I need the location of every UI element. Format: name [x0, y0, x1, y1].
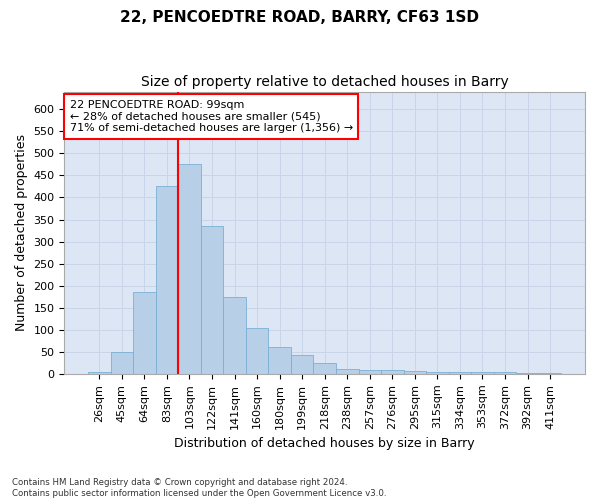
Bar: [110, 352, 133, 374]
Title: Size of property relative to detached houses in Barry: Size of property relative to detached ho…: [141, 75, 509, 89]
Bar: [404, 372, 426, 374]
Bar: [449, 372, 471, 374]
Bar: [268, 348, 291, 374]
Text: 22 PENCOEDTRE ROAD: 99sqm
← 28% of detached houses are smaller (545)
71% of semi: 22 PENCOEDTRE ROAD: 99sqm ← 28% of detac…: [70, 100, 353, 133]
Bar: [336, 369, 359, 374]
Bar: [155, 186, 178, 374]
Bar: [426, 372, 449, 374]
Bar: [88, 372, 110, 374]
Bar: [494, 372, 516, 374]
Bar: [381, 370, 404, 374]
Bar: [201, 226, 223, 374]
X-axis label: Distribution of detached houses by size in Barry: Distribution of detached houses by size …: [175, 437, 475, 450]
Bar: [516, 372, 539, 374]
Bar: [359, 370, 381, 374]
Bar: [471, 372, 494, 374]
Bar: [246, 328, 268, 374]
Bar: [313, 364, 336, 374]
Bar: [133, 292, 155, 374]
Bar: [223, 296, 246, 374]
Bar: [178, 164, 201, 374]
Bar: [539, 372, 562, 374]
Text: Contains HM Land Registry data © Crown copyright and database right 2024.
Contai: Contains HM Land Registry data © Crown c…: [12, 478, 386, 498]
Bar: [291, 354, 313, 374]
Y-axis label: Number of detached properties: Number of detached properties: [15, 134, 28, 331]
Text: 22, PENCOEDTRE ROAD, BARRY, CF63 1SD: 22, PENCOEDTRE ROAD, BARRY, CF63 1SD: [121, 10, 479, 25]
